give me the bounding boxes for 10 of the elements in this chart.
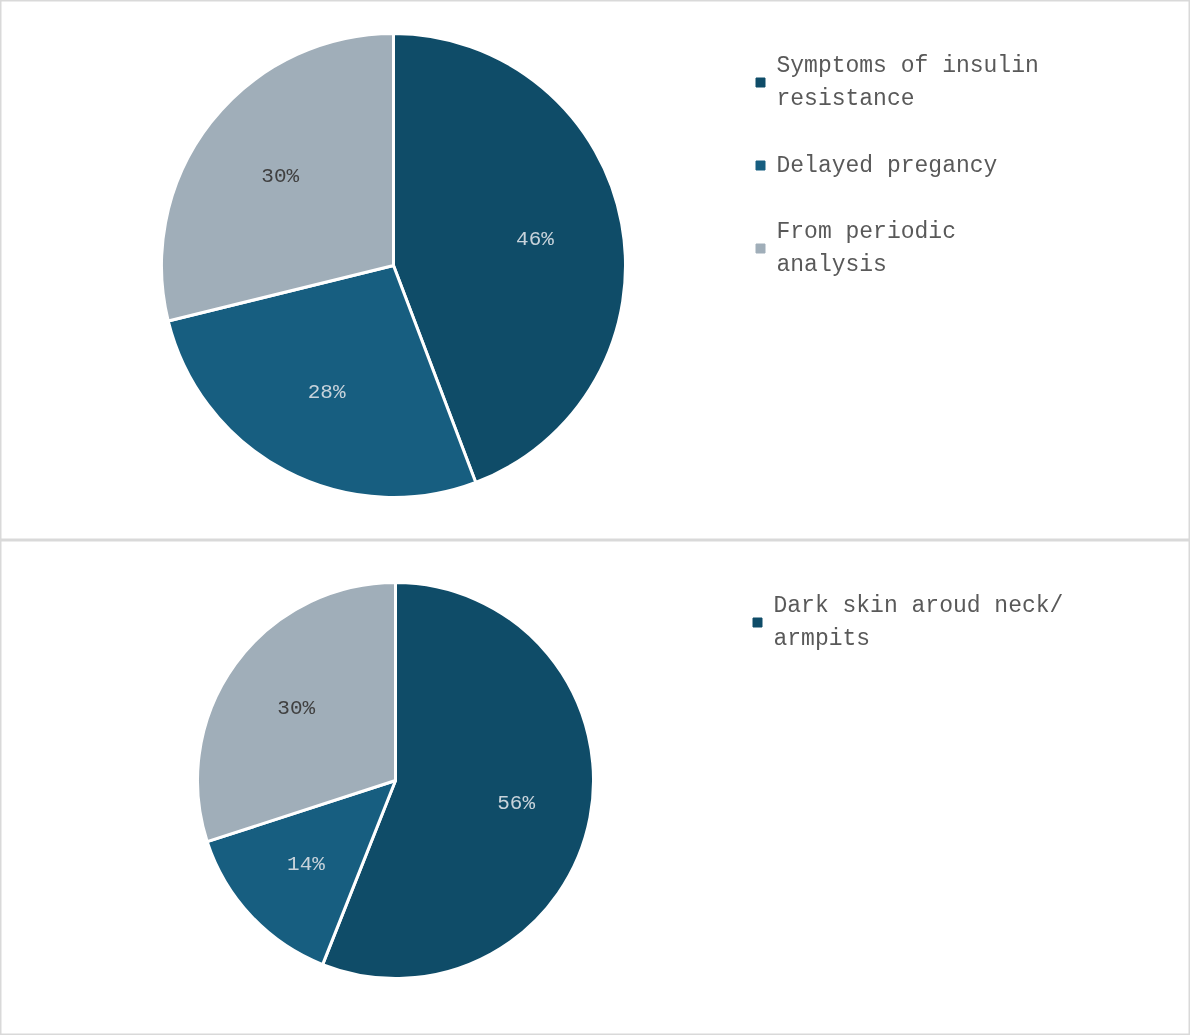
data-label: 28% (307, 381, 346, 405)
data-label: 30% (277, 696, 316, 720)
data-label: 14% (287, 853, 326, 877)
legend-label: Dark skin aroud neck/ armpits (773, 592, 1064, 653)
data-label: 56% (497, 792, 536, 815)
legend-label: Symptoms of insulin resistance (776, 52, 1039, 113)
legend-label: From periodic analysis (776, 218, 956, 279)
data-label: 46% (516, 228, 555, 252)
legend-label: Delayed pregancy (776, 152, 998, 179)
data-label: 30% (261, 165, 300, 189)
